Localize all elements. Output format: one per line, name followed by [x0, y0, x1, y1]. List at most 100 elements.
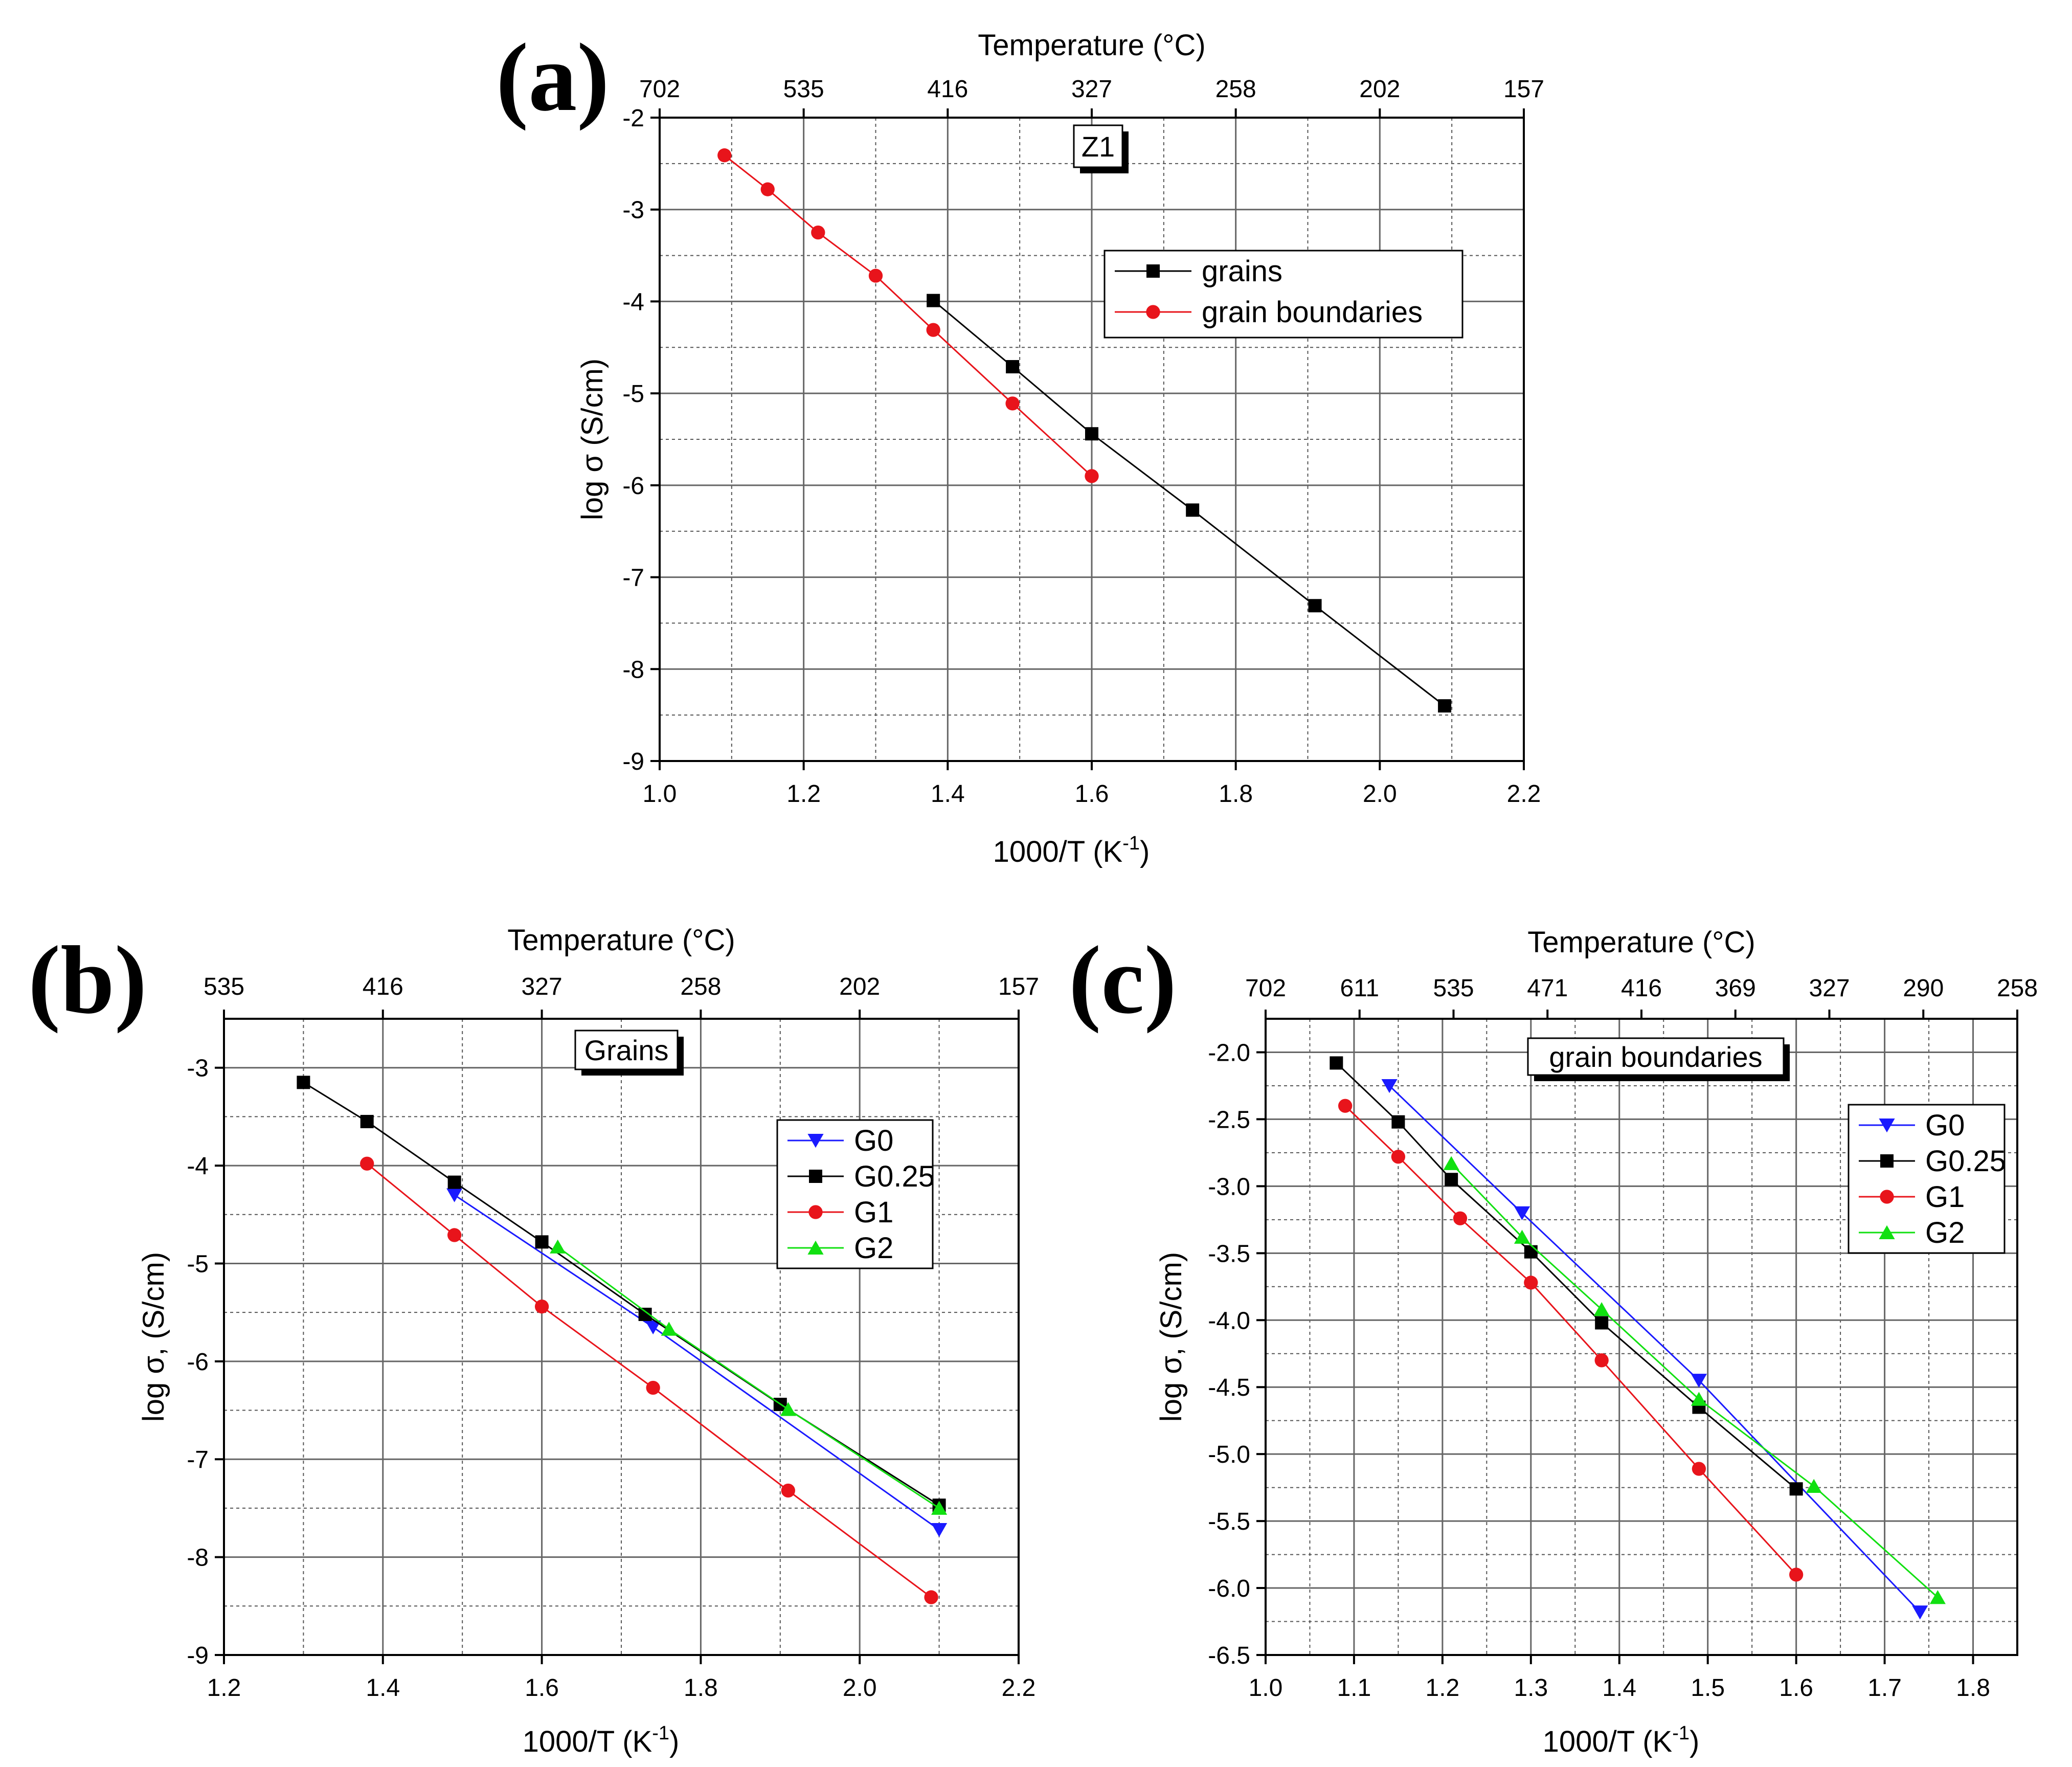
y-tick-label: -6 [187, 1349, 209, 1376]
top-tick-label: 535 [1433, 975, 1474, 1002]
data-point [1085, 469, 1099, 483]
legend-label: G0.25 [1925, 1145, 2006, 1178]
chart-panel-2: 1.2 1.4 1.6 1.8 2.0 2.2 -3 -4 -5 -6 -7 -8 -9 535 416 32… [28, 924, 1039, 1758]
x-tick-label: 1.3 [1514, 1674, 1548, 1702]
legend-box [1103, 250, 1463, 339]
top-axis-title: Temperature (°C) [1527, 926, 1755, 959]
x-tick-label: 2.0 [843, 1674, 877, 1702]
title-box [1527, 1037, 1785, 1076]
x-tick-label: 1.5 [1691, 1674, 1725, 1702]
top-axis-title: Temperature (°C) [507, 924, 735, 957]
legend-label: G0 [854, 1124, 893, 1157]
data-point [931, 1501, 948, 1515]
data-point [926, 323, 940, 337]
data-point [780, 1402, 796, 1416]
data-point [781, 1483, 795, 1498]
x-tick-label: 1.6 [525, 1674, 559, 1702]
y-tick-label: -4.5 [1208, 1374, 1250, 1401]
top-tick-label: 327 [522, 973, 562, 1000]
x-tick-label: 2.2 [1002, 1674, 1036, 1702]
top-tick-label: 290 [1903, 975, 1944, 1002]
y-tick-label: -5 [622, 381, 644, 408]
top-tick-label: 535 [783, 76, 824, 103]
x-tick-label: 1.4 [1602, 1674, 1636, 1702]
legend-marker [1879, 1119, 1895, 1133]
data-point [297, 1076, 310, 1089]
series-line [1389, 1085, 1921, 1613]
top-tick-label: 327 [1071, 76, 1112, 103]
top-tick-label: 157 [1503, 76, 1544, 103]
data-point [1006, 360, 1020, 374]
data-point [1338, 1099, 1353, 1113]
data-point [646, 1380, 660, 1395]
legend-box [776, 1119, 934, 1269]
x-tick-label: 1.6 [1779, 1674, 1813, 1702]
top-tick-label: 258 [680, 973, 721, 1000]
x-tick-label: 1.2 [207, 1674, 241, 1702]
x-tick-label: 1.8 [1219, 780, 1253, 808]
series-g1 [1338, 1099, 1804, 1582]
x-tick-label: 1.0 [643, 780, 677, 808]
data-point [1085, 427, 1098, 441]
series-line [1344, 1105, 1797, 1575]
data-point [1789, 1482, 1803, 1496]
y-tick-label: -9 [622, 748, 644, 775]
chart-panel-1: 1.0 1.2 1.4 1.6 1.8 2.0 2.2 -2 -3 -4 -5 -6 -7 -8 -9 702… [496, 24, 1544, 868]
series-g2 [550, 1239, 948, 1515]
series-g1 [360, 1156, 938, 1604]
y-tick-label: -4.0 [1208, 1307, 1250, 1334]
top-tick-label: 416 [1621, 975, 1662, 1002]
y-axis-title: log σ (S/cm) [576, 359, 609, 520]
data-point [1691, 1374, 1707, 1388]
y-tick-label: -3 [622, 197, 644, 224]
chart-title: Z1 [1082, 130, 1115, 163]
legend-marker [807, 1240, 824, 1255]
y-tick-label: -2.0 [1208, 1039, 1250, 1066]
y-tick-label: -4 [622, 288, 644, 316]
data-point [534, 1300, 549, 1314]
data-point [1806, 1479, 1822, 1493]
data-point [1391, 1115, 1405, 1129]
grid [223, 1019, 1020, 1656]
x-axis-title-superscript: -1 [652, 1723, 669, 1744]
legend-marker [1146, 305, 1160, 319]
x-axis-title-main: 1000/T (K [1543, 1725, 1673, 1758]
x-tick-label: 2.2 [1507, 780, 1541, 808]
data-point [1595, 1316, 1609, 1330]
legend-marker [1880, 1190, 1894, 1204]
series-g0-25 [1330, 1056, 1803, 1496]
y-tick-label: -5.0 [1208, 1441, 1250, 1468]
x-axis-title-superscript: -1 [1672, 1723, 1690, 1744]
data-point [1524, 1245, 1538, 1259]
data-point [1391, 1150, 1406, 1164]
x-tick-label: 1.0 [1249, 1674, 1283, 1702]
x-axis-title-end: ) [669, 1725, 679, 1758]
top-tick-label: 702 [1245, 975, 1286, 1002]
data-point [1381, 1079, 1398, 1093]
data-point [1330, 1056, 1343, 1070]
data-point [1594, 1353, 1609, 1368]
y-tick-label: -8 [187, 1545, 209, 1572]
x-axis-title-main: 1000/T (K [523, 1725, 652, 1758]
data-point [360, 1156, 374, 1171]
data-point [1929, 1590, 1946, 1604]
x-tick-label: 1.6 [1075, 780, 1109, 808]
legend-label: G1 [854, 1196, 893, 1229]
y-tick-label: -3 [187, 1055, 209, 1082]
top-tick-label: 327 [1809, 975, 1850, 1002]
data-point [1445, 1173, 1458, 1187]
legend-marker [1880, 1154, 1894, 1168]
y-tick-label: -8 [622, 656, 644, 683]
top-tick-label: 471 [1527, 975, 1568, 1002]
legend-label: G2 [854, 1232, 893, 1265]
data-point [811, 225, 825, 240]
legend-marker [808, 1205, 823, 1219]
x-tick-label: 1.1 [1337, 1674, 1371, 1702]
data-point [927, 294, 940, 307]
x-axis-title: 1000/T (K-1) [523, 1723, 680, 1758]
data-point [1438, 699, 1452, 713]
x-tick-label: 1.4 [366, 1674, 400, 1702]
legend-box [1848, 1104, 2006, 1254]
top-tick-label: 611 [1340, 975, 1379, 1002]
